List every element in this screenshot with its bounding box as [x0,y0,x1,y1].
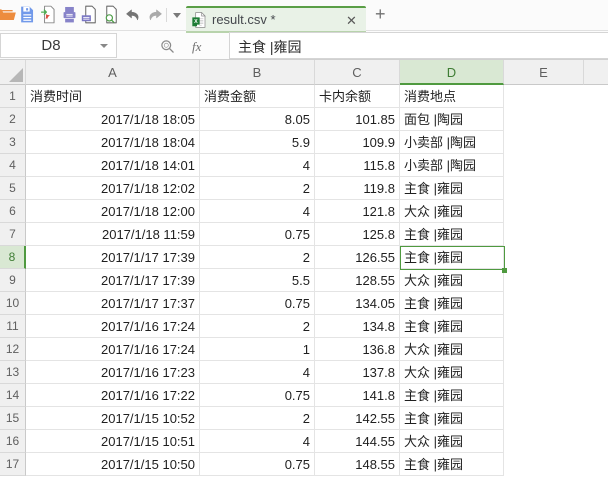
svg-text:X: X [194,19,198,25]
